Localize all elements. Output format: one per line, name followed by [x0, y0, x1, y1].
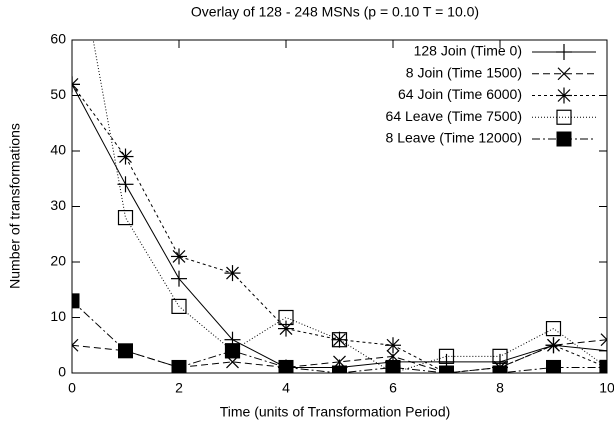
marker-square	[438, 348, 455, 364]
marker	[545, 337, 562, 354]
marker	[439, 365, 454, 373]
x-tick-label: 8	[496, 380, 504, 396]
y-tick-label: 40	[50, 142, 66, 158]
marker	[545, 321, 562, 337]
marker	[331, 332, 348, 348]
marker-square	[439, 365, 454, 373]
marker-square	[117, 210, 134, 226]
y-axis-label: Number of transformations	[7, 123, 23, 289]
legend-marker	[557, 67, 571, 81]
legend-label: 128 Join (Time 0)	[414, 43, 522, 59]
marker-square	[545, 321, 562, 337]
marker-square	[556, 109, 572, 125]
marker	[278, 309, 294, 326]
legend-marker	[556, 87, 572, 104]
marker	[331, 331, 348, 348]
marker	[599, 342, 607, 359]
marker	[171, 248, 187, 265]
marker-square	[556, 131, 572, 147]
marker	[332, 365, 347, 373]
x-tick-label: 4	[282, 380, 290, 396]
marker-stroke	[72, 344, 79, 352]
marker-stroke	[172, 250, 186, 263]
marker-stroke	[333, 333, 346, 347]
marker	[546, 359, 561, 373]
legend-label: 64 Leave (Time 7500)	[386, 108, 522, 124]
series-line	[92, 40, 607, 373]
y-tick-label: 30	[50, 197, 66, 213]
marker-stroke	[600, 338, 607, 347]
x-tick-label: 2	[175, 380, 183, 396]
marker-square	[331, 332, 348, 348]
chart-title: Overlay of 128 - 248 MSNs (p = 0.10 T = …	[191, 4, 479, 20]
marker-square	[546, 359, 561, 373]
marker	[72, 293, 80, 309]
x-tick-label: 10	[599, 380, 614, 396]
marker-stroke	[386, 338, 400, 352]
marker	[118, 343, 133, 359]
marker-square	[492, 348, 508, 364]
y-tick-label: 0	[58, 364, 66, 380]
marker	[278, 320, 294, 337]
x-axis-label: Time (units of Transformation Period)	[220, 404, 451, 420]
marker-square	[171, 298, 187, 314]
marker-stroke	[72, 77, 79, 86]
marker	[385, 337, 401, 354]
marker-square	[599, 359, 607, 373]
marker-square	[278, 309, 294, 326]
marker-stroke	[226, 266, 239, 280]
legend-marker	[556, 131, 572, 147]
x-tick-label: 0	[68, 380, 76, 396]
marker	[492, 348, 508, 364]
x-tick-label: 6	[389, 380, 397, 396]
marker-square	[225, 343, 240, 359]
marker	[72, 76, 80, 93]
marker	[72, 338, 79, 352]
series-line	[72, 84, 607, 373]
marker-stroke	[557, 67, 571, 81]
marker-stroke	[119, 150, 132, 163]
series-line	[72, 84, 607, 368]
marker-square	[332, 365, 347, 373]
legend-marker	[556, 44, 572, 60]
legend-label: 64 Join (Time 6000)	[398, 86, 522, 102]
y-tick-label: 10	[50, 308, 66, 324]
legend-marker	[556, 109, 572, 125]
y-tick-label: 60	[50, 31, 66, 47]
marker	[600, 333, 607, 347]
marker-stroke	[72, 83, 79, 91]
marker	[171, 270, 187, 287]
marker	[225, 343, 240, 359]
marker	[117, 148, 134, 165]
marker	[171, 298, 187, 314]
marker	[224, 265, 241, 282]
y-tick-label: 50	[50, 86, 66, 102]
marker	[117, 210, 134, 226]
marker-stroke	[547, 338, 560, 352]
legend-label: 8 Leave (Time 12000)	[386, 130, 522, 146]
y-tick-label: 20	[50, 253, 66, 269]
marker-square	[118, 343, 133, 359]
marker-stroke	[72, 338, 79, 347]
marker-stroke	[600, 333, 607, 341]
marker	[117, 176, 134, 193]
legend-label: 8 Join (Time 1500)	[406, 64, 522, 80]
plot-area	[72, 40, 607, 373]
marker	[599, 359, 607, 373]
marker-square	[72, 293, 80, 309]
marker	[438, 348, 455, 364]
marker-stroke	[557, 89, 571, 102]
